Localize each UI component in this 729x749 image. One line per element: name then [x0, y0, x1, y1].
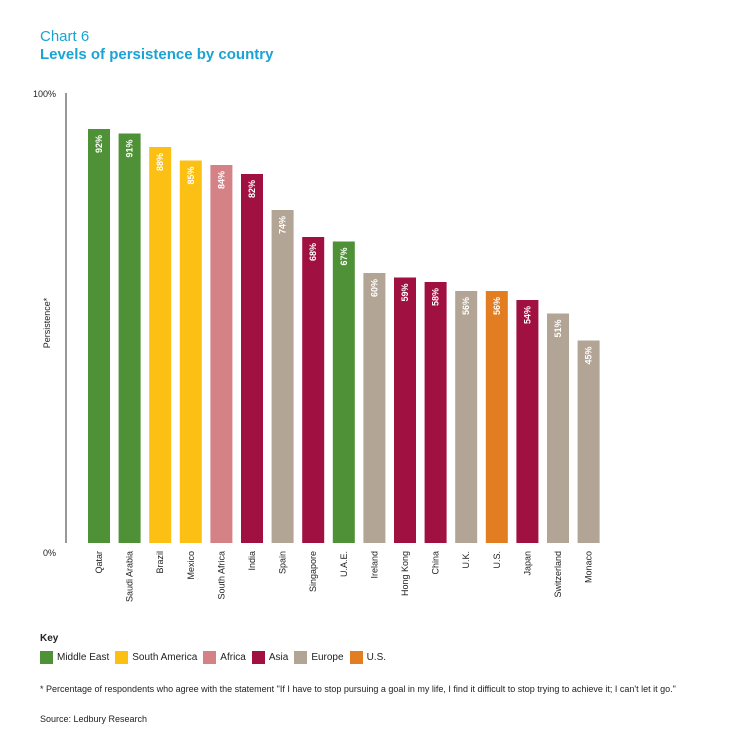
- y-tick-label-max: 100%: [33, 89, 56, 99]
- bar-japan: [516, 300, 539, 543]
- x-tick-label: Japan: [522, 551, 532, 576]
- x-tick-label: Ireland: [369, 551, 379, 579]
- x-tick-label: U.K.: [461, 551, 471, 569]
- bar-china: [424, 282, 447, 543]
- bar-value-label: 84%: [216, 171, 226, 189]
- x-tick-label: South Africa: [216, 551, 226, 600]
- legend-swatch: [349, 651, 363, 664]
- legend-item-africa: Africa: [203, 651, 246, 664]
- bar-monaco: [577, 340, 600, 543]
- source-note: Source: Ledbury Research: [40, 714, 148, 724]
- legend-item-middle-east: Middle East: [40, 651, 109, 664]
- legend-label: Europe: [311, 652, 344, 663]
- bar-value-label: 59%: [400, 284, 410, 302]
- bar-mexico: [179, 160, 202, 543]
- bar-hong-kong: [394, 277, 416, 543]
- legend-label: South America: [132, 652, 198, 663]
- x-tick-label: Spain: [278, 551, 288, 574]
- x-tick-label: India: [247, 551, 257, 571]
- bar-switzerland: [547, 313, 569, 543]
- x-tick-label: Mexico: [186, 551, 196, 580]
- labels-layer: 92% Qatar 91% Saudi Arabia 88% Brazil 85% Mexic…: [94, 135, 594, 602]
- x-tick-label: Hong Kong: [400, 551, 410, 596]
- legend-swatch: [40, 651, 53, 664]
- bar-value-label: 54%: [522, 306, 532, 324]
- bar-south-africa: [210, 165, 233, 543]
- bar-u-s: [485, 291, 508, 543]
- bar-singapore: [302, 237, 325, 543]
- legend-label: Africa: [220, 652, 246, 663]
- legend-label: Middle East: [57, 652, 110, 663]
- bars-layer: [88, 129, 600, 543]
- bar-value-label: 92%: [94, 135, 104, 153]
- bar-value-label: 85%: [186, 167, 196, 185]
- x-tick-label: Singapore: [308, 551, 318, 592]
- bar-value-label: 56%: [461, 297, 471, 315]
- x-tick-label: U.A.E.: [339, 551, 349, 577]
- x-tick-label: Monaco: [584, 551, 594, 583]
- bar-value-label: 60%: [369, 279, 379, 297]
- axis-layer: 100% 0% Persistence*: [33, 89, 67, 558]
- legend-swatch: [294, 651, 308, 664]
- x-tick-label: Saudi Arabia: [125, 551, 135, 602]
- legend-item-u-s: U.S.: [349, 651, 387, 664]
- bar-saudi-arabia: [118, 133, 141, 543]
- x-tick-label: U.S.: [492, 551, 502, 569]
- bar-brazil: [149, 147, 172, 543]
- bar-qatar: [88, 129, 110, 543]
- legend-swatch: [115, 651, 129, 664]
- legend-label: Asia: [268, 652, 289, 663]
- chart-number-label: Chart 6: [40, 28, 90, 45]
- footnote: * Percentage of respondents who agree wi…: [40, 684, 676, 694]
- bar-ireland: [363, 273, 386, 543]
- legend-item-europe: Europe: [294, 651, 344, 664]
- x-tick-label: Qatar: [94, 551, 104, 574]
- legend-item-south-america: South America: [115, 651, 197, 664]
- legend-item-asia: Asia: [251, 651, 289, 664]
- legend-swatch: [251, 651, 265, 664]
- bar-value-label: 82%: [247, 180, 257, 198]
- bar-value-label: 74%: [278, 216, 288, 234]
- bar-value-label: 68%: [308, 243, 318, 261]
- legend-swatch: [203, 651, 217, 664]
- bar-value-label: 88%: [155, 153, 165, 171]
- legend: Middle East South America Africa Asia Europe…: [40, 651, 392, 664]
- y-tick-label-min: 0%: [43, 548, 56, 558]
- key-title: Key: [40, 633, 59, 644]
- legend-label: U.S.: [366, 652, 387, 663]
- bar-value-label: 51%: [553, 320, 563, 338]
- x-tick-label: China: [431, 551, 441, 575]
- bar-value-label: 58%: [431, 288, 441, 306]
- bar-value-label: 67%: [339, 248, 349, 266]
- bar-chart: 100% 0% Persistence* 92% Qatar 91% Saudi Arab…: [33, 89, 600, 602]
- bar-spain: [271, 210, 294, 543]
- bar-value-label: 56%: [492, 297, 502, 315]
- bar-india: [241, 174, 263, 543]
- chart-title: Levels of persistence by country: [40, 46, 274, 63]
- bar-u-k: [455, 291, 478, 543]
- bar-value-label: 91%: [125, 140, 135, 158]
- x-tick-label: Brazil: [155, 551, 165, 574]
- y-axis-label: Persistence*: [42, 297, 52, 348]
- bar-value-label: 45%: [584, 347, 594, 365]
- x-tick-label: Switzerland: [553, 551, 563, 598]
- bar-u-a-e: [332, 241, 355, 543]
